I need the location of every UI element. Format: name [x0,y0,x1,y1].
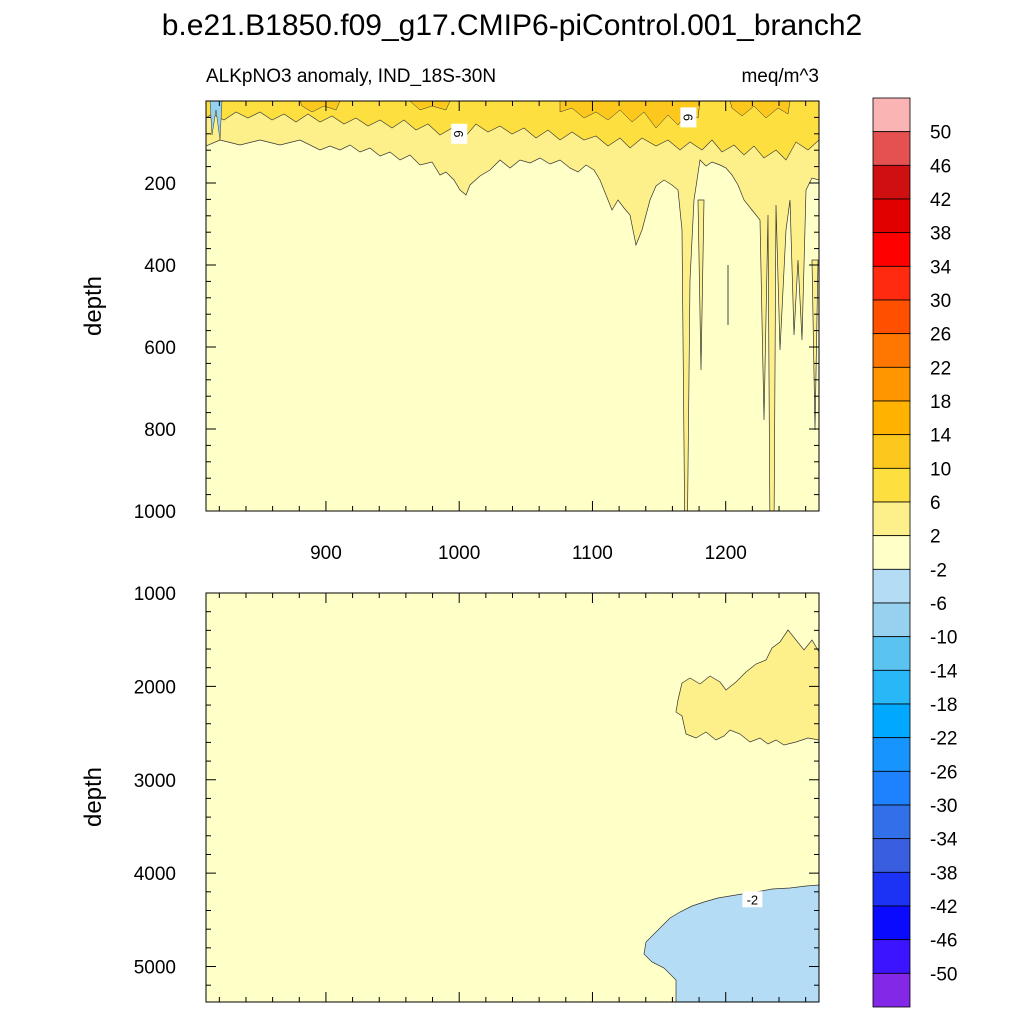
colorbar-label: 18 [930,392,951,413]
x-tick-label: 1000 [438,543,480,564]
y-tick-label: 5000 [134,958,176,979]
colorbar-swatch [872,400,911,436]
colorbar-swatch [872,568,911,604]
upper-y-axis-label: depth [80,276,107,336]
colorbar-swatch [872,905,911,941]
contour-label-text: 6 [451,130,466,137]
colorbar-label: -38 [930,863,957,884]
colorbar-label: 50 [930,123,951,144]
colorbar-swatch [872,838,911,873]
y-tick-label: 600 [144,338,176,359]
colorbar-swatch [872,97,911,133]
colorbar-label: -6 [930,594,947,615]
upper-negative-patch [209,101,223,141]
colorbar-label: 14 [930,426,952,447]
lower-axis-ticks: 1000 2000 3000 4000 5000 [134,584,819,1002]
colorbar-label: 42 [930,190,951,211]
upper-deep-spike [697,199,705,371]
x-tick-label: 1200 [705,543,747,564]
colorbar-label: -18 [930,695,957,716]
colorbar-swatch [872,501,911,537]
colorbar-label: 34 [930,257,952,278]
colorbar-swatch [872,737,911,772]
contour-label: 6 [680,107,697,128]
upper-panel: 900 1000 1100 1200 200 400 600 800 1000 depth [80,100,820,564]
colorbar: 50 46 42 38 34 30 26 22 18 14 10 6 2 -2 -6 -10 -14 -18 -22… [872,97,958,1008]
colorbar-swatch [872,131,911,166]
colorbar-label: 10 [930,459,951,480]
colorbar-label: -34 [930,830,958,851]
colorbar-label: -10 [930,628,957,649]
colorbar-swatch [872,972,911,1008]
colorbar-swatch [872,299,911,335]
lower-y-axis-label: depth [80,767,107,827]
colorbar-swatch [872,164,911,200]
y-tick-label: 1000 [134,584,176,605]
colorbar-swatch [872,703,911,739]
colorbar-swatch [872,198,911,234]
colorbar-label: 2 [930,527,941,548]
colorbar-swatch [872,535,911,570]
colorbar-swatch [872,232,911,267]
colorbar-label: -50 [930,964,957,985]
y-tick-label: 400 [144,256,176,277]
colorbar-swatch [872,467,911,503]
colorbar-label: -2 [930,560,947,581]
y-tick-label: 2000 [134,677,176,698]
contour-label-box [451,123,468,144]
colorbar-label: 38 [930,224,951,245]
y-tick-label: 1000 [134,502,176,523]
upper-band-10to14 [409,101,451,111]
chart-title: b.e21.B1850.f09_g17.CMIP6-piControl.001_… [162,9,863,42]
colorbar-label: -46 [930,931,957,952]
y-tick-label: 3000 [134,771,176,792]
colorbar-swatch [872,434,911,469]
colorbar-label: -26 [930,762,957,783]
contour-label-box [742,891,763,908]
upper-plot-background [206,101,819,511]
colorbar-swatch [872,265,911,301]
contour-label-box [680,107,697,128]
x-tick-label: 900 [310,543,342,564]
colorbar-swatch [872,871,911,907]
contour-label: -2 [742,891,763,908]
colorbar-swatch [872,669,911,705]
colorbar-label: 46 [930,156,951,177]
upper-band-10to14 [299,101,341,113]
subtitle-left: ALKpNO3 anomaly, IND_18S-30N [206,66,496,87]
colorbar-swatch [872,602,911,638]
colorbar-swatch [872,770,911,806]
upper-deep-spike [811,259,819,431]
colorbar-swatch [872,333,911,368]
colorbar-label: 30 [930,291,951,312]
colorbar-swatch [872,366,911,402]
contour-label-text: -2 [747,892,759,907]
colorbar-label: 6 [930,493,941,514]
colorbar-label: -30 [930,796,957,817]
colorbar-label: 26 [930,325,951,346]
colorbar-label: -42 [930,897,957,918]
colorbar-swatch [872,939,911,974]
colorbar-swatch [872,636,911,671]
upper-band-10to14 [729,101,791,119]
x-tick-label: 1100 [572,543,613,564]
colorbar-swatch [872,804,911,840]
y-tick-label: 4000 [134,864,176,885]
y-tick-label: 200 [144,174,176,195]
colorbar-label: 22 [930,358,951,379]
y-tick-label: 800 [144,420,176,441]
upper-axis-ticks: 900 1000 1100 1200 200 400 600 800 1000 [134,100,819,564]
lower-band-2to6 [675,629,819,746]
colorbar-label: -22 [930,729,957,750]
colorbar-label: -14 [930,661,958,682]
contour-label-text: 6 [680,114,695,121]
subtitle-right: meq/m^3 [741,66,819,87]
lower-negative-region [643,884,819,1002]
lower-panel: 1000 2000 3000 4000 5000 depth [80,584,820,1003]
contour-label: 6 [451,123,468,144]
contour-labels: 6 6 -2 [451,107,763,908]
